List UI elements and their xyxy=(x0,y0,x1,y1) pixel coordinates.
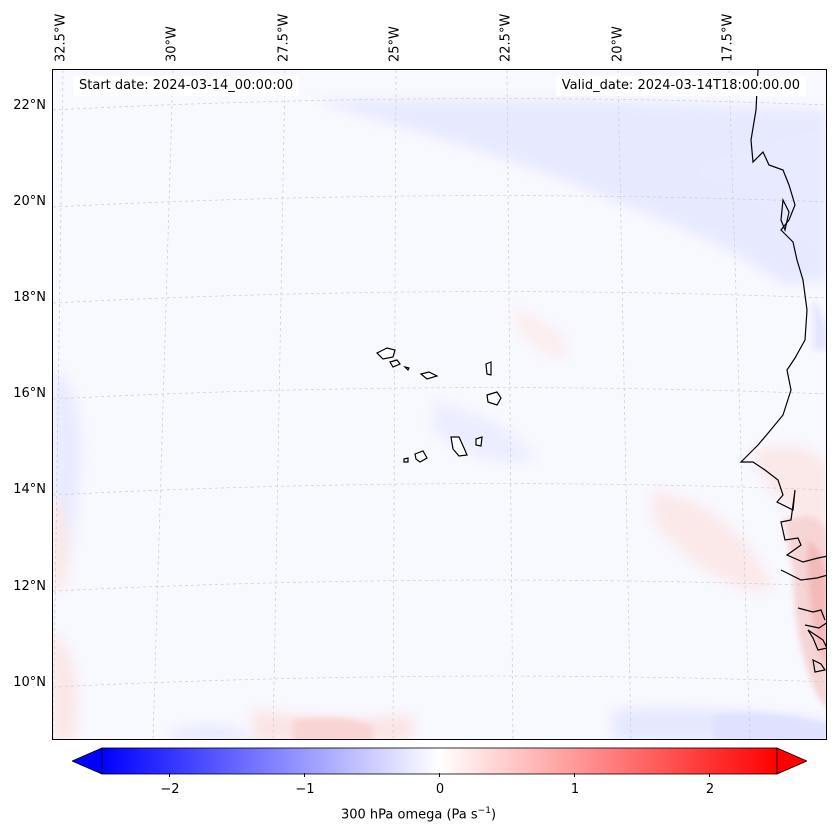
island-sao-nicolau xyxy=(419,371,439,380)
island-santiago xyxy=(450,436,468,457)
omega-field-map xyxy=(53,70,826,739)
colorbar-tick-label: 1 xyxy=(570,782,580,797)
start-date-label: Start date: 2024-03-14_00:00:00 xyxy=(73,76,300,96)
island-sao-vicente xyxy=(389,359,401,368)
island-maio xyxy=(475,436,483,447)
colorbar-label-close: ) xyxy=(490,807,497,823)
lon-label-32-5w: 32.5°W xyxy=(53,13,69,62)
colorbar-tickmark xyxy=(574,773,575,777)
colorbar-tick-label: 2 xyxy=(705,782,715,797)
lat-label-12n: 12°N xyxy=(13,579,46,594)
island-sal xyxy=(485,361,492,376)
colorbar-extend-min xyxy=(70,747,103,775)
island-santa-luzia xyxy=(403,365,410,372)
cape-verde-islands xyxy=(375,347,502,463)
lat-label-20n: 20°N xyxy=(13,194,46,209)
island-brava xyxy=(403,457,409,463)
colorbar-label: 300 hPa omega (Pa s−1) xyxy=(0,806,837,822)
lon-label-20w: 20°W xyxy=(610,26,626,62)
map-panel: Start date: 2024-03-14_00:00:00 Valid_da… xyxy=(52,69,827,740)
colorbar-tickmark xyxy=(304,773,305,777)
lon-label-22-5w: 22.5°W xyxy=(498,13,514,62)
colorbar-tick-label: −1 xyxy=(295,782,315,797)
colorbar-label-exponent: −1 xyxy=(477,806,491,816)
lon-label-25w: 25°W xyxy=(387,26,403,62)
lon-label-17-5w: 17.5°W xyxy=(720,13,736,62)
map-gridlines xyxy=(53,70,826,739)
colorbar-extend-max xyxy=(776,747,809,775)
colorbar-tick-label: 0 xyxy=(435,782,445,797)
colorbar xyxy=(70,747,809,775)
lon-label-30w: 30°W xyxy=(164,26,180,62)
valid-date-label: Valid_date: 2024-03-14T18:00:00.00 xyxy=(555,76,806,96)
colorbar-gradient xyxy=(70,747,809,775)
lat-label-18n: 18°N xyxy=(13,290,46,305)
island-boa-vista xyxy=(486,391,502,406)
colorbar-body xyxy=(101,747,778,775)
lat-label-16n: 16°N xyxy=(13,386,46,401)
lon-label-27-5w: 27.5°W xyxy=(276,13,292,62)
colorbar-label-text: 300 hPa omega (Pa s xyxy=(340,807,478,823)
omega-field-strong-patches xyxy=(293,300,826,739)
island-santo-antao xyxy=(375,347,396,360)
lat-label-22n: 22°N xyxy=(13,98,46,113)
island-fogo xyxy=(414,450,428,463)
colorbar-tick-label: −2 xyxy=(160,782,180,797)
colorbar-tickmark xyxy=(709,773,710,777)
colorbar-tickmark xyxy=(169,773,170,777)
colorbar-tickmark xyxy=(439,773,440,777)
lat-label-10n: 10°N xyxy=(13,675,46,690)
african-coastline xyxy=(739,70,826,673)
lat-label-14n: 14°N xyxy=(13,482,46,497)
